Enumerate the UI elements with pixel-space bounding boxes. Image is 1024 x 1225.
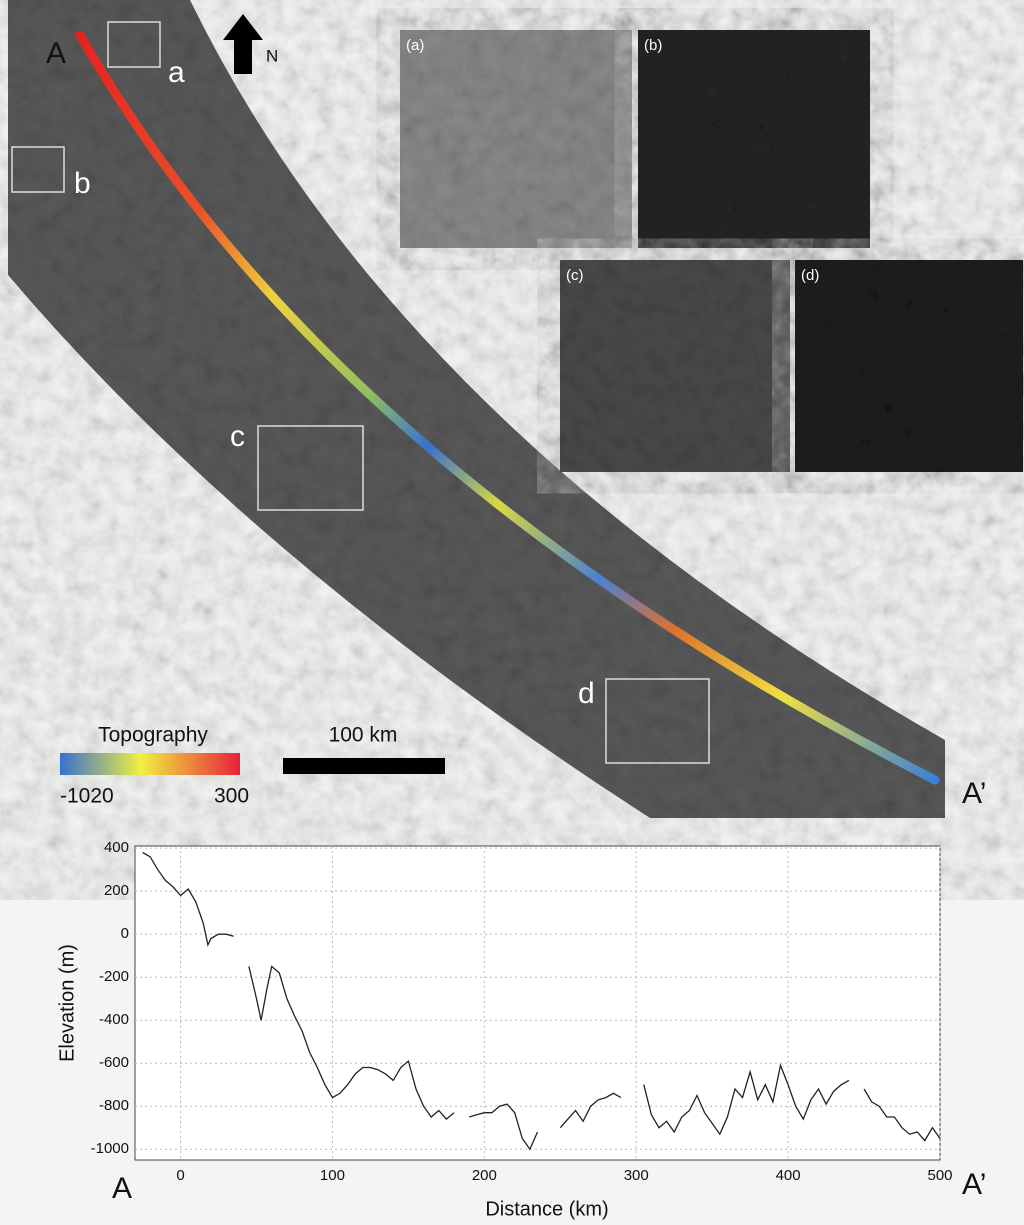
y-tick-label: -200: [99, 968, 129, 985]
north-arrow: [223, 14, 263, 74]
y-tick-label: 200: [104, 882, 129, 899]
scale-bar: [283, 758, 445, 774]
y-tick-label: 0: [121, 925, 129, 942]
inset-label: (c): [566, 267, 584, 284]
colorbar-title: Topography: [98, 724, 208, 747]
north-label: N: [266, 46, 278, 65]
inset-image: [400, 30, 632, 248]
x-tick-label: 200: [472, 1167, 497, 1184]
inset-image: [560, 260, 790, 472]
y-tick-label: -800: [99, 1097, 129, 1114]
plot-area: [134, 845, 941, 1161]
profile-end-label: A’: [962, 1168, 986, 1201]
x-axis-title: Distance (km): [485, 1198, 608, 1220]
colorbar-max: 300: [214, 785, 249, 808]
x-tick-label: 400: [776, 1167, 801, 1184]
region-boxes: [11, 21, 710, 764]
y-tick-label: -400: [99, 1011, 129, 1028]
inset-label: (a): [406, 37, 424, 54]
box-label: c: [230, 420, 245, 453]
y-tick-label: -1000: [91, 1140, 129, 1157]
box-label: b: [74, 167, 91, 200]
radar-swath: [8, 0, 945, 818]
y-axis-title: Elevation (m): [56, 944, 78, 1062]
x-tick-label: 100: [320, 1167, 345, 1184]
x-tick-label: 0: [176, 1167, 184, 1184]
profile-start-label: A: [112, 1172, 132, 1205]
y-tick-label: 400: [104, 839, 129, 856]
profile-line: [142, 851, 941, 1151]
scale-bar-label: 100 km: [329, 724, 398, 747]
box-label: a: [168, 56, 185, 89]
box-label: d: [578, 677, 595, 710]
elevation-profile: -1000 -800 -600 -400 -200 0 200 400 0 100 200 300 40…: [91, 839, 953, 1184]
colorbar: [60, 753, 240, 775]
start-label: A: [46, 37, 66, 70]
colorbar-min: -1020: [60, 785, 114, 808]
x-tick-label: 300: [624, 1167, 649, 1184]
x-tick-label: 500: [927, 1167, 952, 1184]
y-tick-label: -600: [99, 1054, 129, 1071]
inset-label: (b): [644, 37, 662, 54]
inset-image: [638, 30, 870, 248]
inset-image: [795, 260, 1023, 472]
topography-track: [75, 30, 940, 785]
inset-label: (d): [801, 267, 819, 284]
end-label: A’: [962, 777, 986, 810]
